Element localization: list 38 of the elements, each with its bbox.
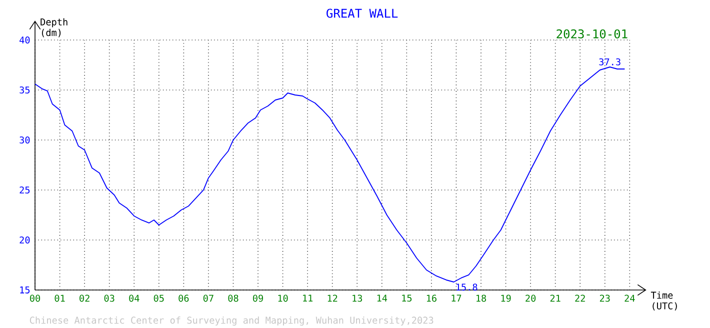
x-tick-label: 09	[252, 294, 263, 302]
x-tick-label: 23	[600, 294, 610, 302]
y-tick-label: 30	[20, 136, 30, 144]
x-tick-label: 22	[575, 294, 585, 302]
x-tick-label: 10	[278, 294, 288, 302]
x-tick-label: 01	[54, 294, 65, 302]
x-tick-label: 03	[104, 294, 114, 302]
x-tick-label: 06	[178, 294, 189, 302]
x-tick-label: 11	[303, 294, 313, 302]
x-tick-label: 00	[30, 294, 40, 302]
x-tick-label: 14	[377, 294, 388, 302]
annotation: 15.8	[456, 284, 478, 291]
x-tick-label: 24	[624, 294, 635, 302]
y-tick-label: 15	[20, 286, 30, 294]
x-tick-label: 04	[129, 294, 140, 302]
x-tick-label: 05	[154, 294, 164, 302]
x-tick-label: 19	[501, 294, 511, 302]
chart-title: GREAT WALL	[326, 8, 398, 18]
annotation: 37.3	[599, 58, 620, 66]
y-tick-label: 20	[20, 236, 30, 244]
x-tick-label: 17	[452, 294, 462, 302]
chart-subtitle: 2023-10-01	[556, 29, 628, 38]
x-tick-label: 15	[402, 294, 412, 302]
x-tick-label: 07	[203, 294, 214, 302]
text: Chinese Antarctic Center of Surveying and Mapping, Wuhan University,2023	[30, 316, 434, 326]
x-tick-label: 20	[526, 294, 536, 302]
y-tick-label: 25	[20, 186, 30, 194]
y-tick-label: 40	[20, 36, 30, 44]
x-tick-label: 08	[228, 294, 238, 302]
x-tick-label: 18	[476, 294, 486, 302]
y-tick-label: 35	[20, 86, 30, 94]
x-tick-label: 02	[80, 294, 90, 302]
x-tick-label: 12	[328, 294, 338, 302]
y-axis-title: Depth (dm)	[40, 18, 68, 38]
x-tick-label: 21	[550, 294, 560, 302]
x-tick-label: 16	[426, 294, 436, 302]
x-tick-label: 13	[352, 294, 362, 302]
x-axis-title: Time (UTC)	[650, 292, 677, 310]
